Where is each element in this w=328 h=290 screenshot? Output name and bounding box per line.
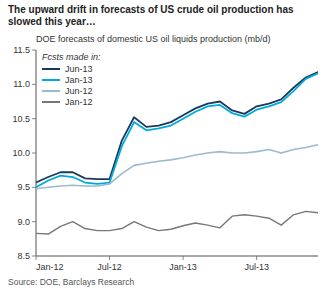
y-tick-label: 10.5 [12,114,30,124]
series-line [36,211,318,234]
title: The upward drift in forecasts of US crud… [8,4,294,15]
y-tick-label: 9.0 [17,217,30,227]
y-tick [32,256,36,257]
x-tick-label: Jul-13 [244,262,269,272]
title: slowed this year… [8,16,96,27]
y-tick [32,187,36,188]
source: Source: DOE, Barclays Research [8,277,134,287]
y-tick [32,118,36,119]
legend-swatch [42,68,60,70]
x-tick [36,256,37,260]
y-tick-label: 11.5 [13,45,30,55]
legend-label: Jun-12 [65,86,93,96]
chart: The upward drift in forecasts of US crud… [0,0,328,290]
x-axis [36,256,318,257]
legend-swatch [42,90,60,92]
y-tick [32,153,36,154]
x-tick [183,256,184,260]
y-tick-label: 10.0 [12,148,30,158]
lines [36,72,318,234]
y-tick [32,84,36,85]
subtitle: DOE forecasts of domestic US oil liquids… [36,34,271,44]
legend-swatch [42,79,60,81]
x-tick-label: Jan-13 [169,262,197,272]
y-tick [32,221,36,222]
y-tick-label: 8.5 [17,251,30,261]
series-line [36,72,318,183]
x-tick-label: Jul-12 [97,262,122,272]
legend-label: Jan-12 [65,97,93,107]
legend-label: Jun-13 [65,64,93,74]
y-tick-label: 11.0 [13,79,30,89]
legend-label: Jan-13 [65,75,93,85]
legend-swatch [42,101,60,103]
y-axis [36,50,37,256]
series-line [36,73,318,187]
x-tick-label: Jan-12 [36,262,64,272]
x-tick [109,256,110,260]
y-tick-label: 9.5 [17,182,30,192]
y-tick [32,50,36,51]
series-line [36,145,318,189]
x-tick [256,256,257,260]
legend-title: Fcsts made in: [42,52,101,62]
